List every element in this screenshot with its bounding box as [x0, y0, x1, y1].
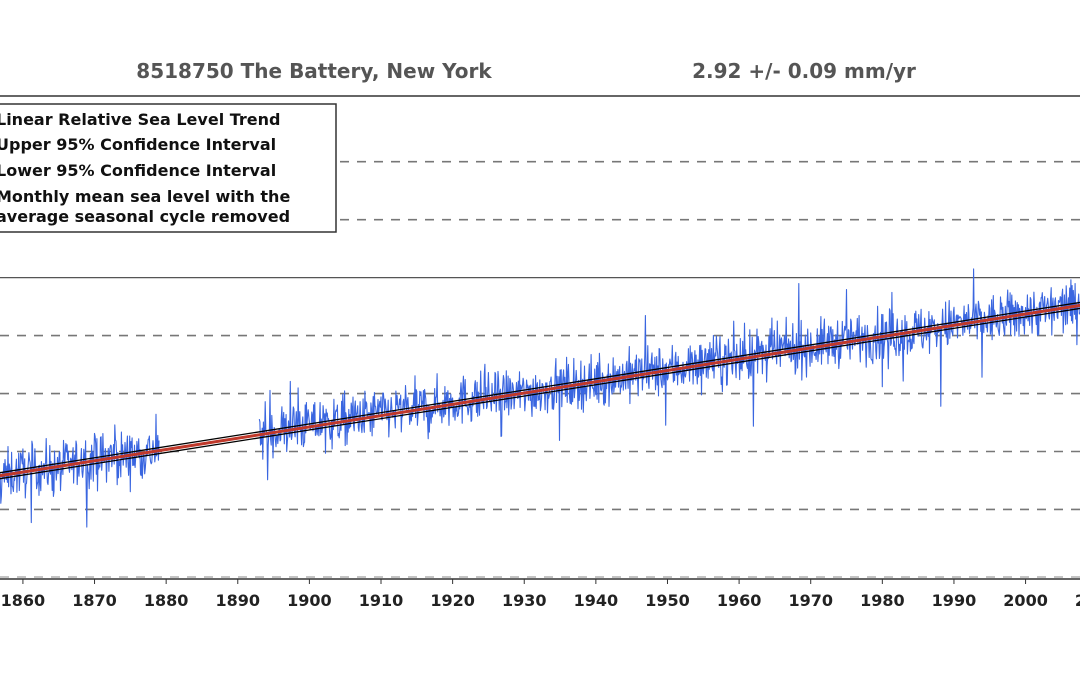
monthly-series-segment-1 [258, 268, 1080, 481]
x-tick-label-1980: 1980 [860, 591, 905, 610]
chart-title: 8518750 The Battery, New York [136, 59, 492, 83]
x-tick-label-1970: 1970 [788, 591, 833, 610]
x-tick-label-1890: 1890 [216, 591, 261, 610]
x-tick-label-1950: 1950 [645, 591, 690, 610]
x-tick-label-1900: 1900 [287, 591, 332, 610]
upper-95-ci-line [0, 301, 1080, 474]
x-tick-label-1910: 1910 [359, 591, 404, 610]
x-tick-label-1990: 1990 [932, 591, 977, 610]
trend-rate-label: 2.92 +/- 0.09 mm/yr [692, 59, 916, 83]
x-tick-label-1960: 1960 [717, 591, 762, 610]
x-tick-label-2010: 2010 [1075, 591, 1080, 610]
gridlines [0, 160, 1080, 578]
legend: Linear Relative Sea Level Trend Upper 95… [0, 103, 337, 233]
x-tick-label-1940: 1940 [574, 591, 619, 610]
x-tick-label-1880: 1880 [144, 591, 189, 610]
legend-box [0, 103, 337, 233]
legend-item-monthly-line1: Monthly mean sea level with the [0, 187, 290, 206]
x-tick-label-1920: 1920 [430, 591, 475, 610]
x-tick-label-2000: 2000 [1003, 591, 1048, 610]
x-axis-ticks: 1860 1870 1880 1890 1900 1910 1920 1930 1940 1950… [1, 579, 1080, 610]
legend-item-upper-ci: Upper 95% Confidence Interval [0, 135, 276, 154]
monthly-series-segment-0 [0, 413, 160, 528]
x-tick-label-1930: 1930 [502, 591, 547, 610]
x-tick-label-1860: 1860 [1, 591, 46, 610]
legend-item-monthly-line2: average seasonal cycle removed [0, 207, 290, 226]
trend-lines [0, 301, 1080, 480]
plot-frame [0, 95, 1080, 580]
monthly-sea-level-series [0, 268, 1080, 528]
lower-95-ci-line [0, 307, 1080, 480]
legend-item-lower-ci: Lower 95% Confidence Interval [0, 161, 276, 180]
linear-trend-line [0, 303, 1080, 478]
legend-item-trend: Linear Relative Sea Level Trend [0, 110, 280, 129]
x-tick-label-1870: 1870 [72, 591, 117, 610]
